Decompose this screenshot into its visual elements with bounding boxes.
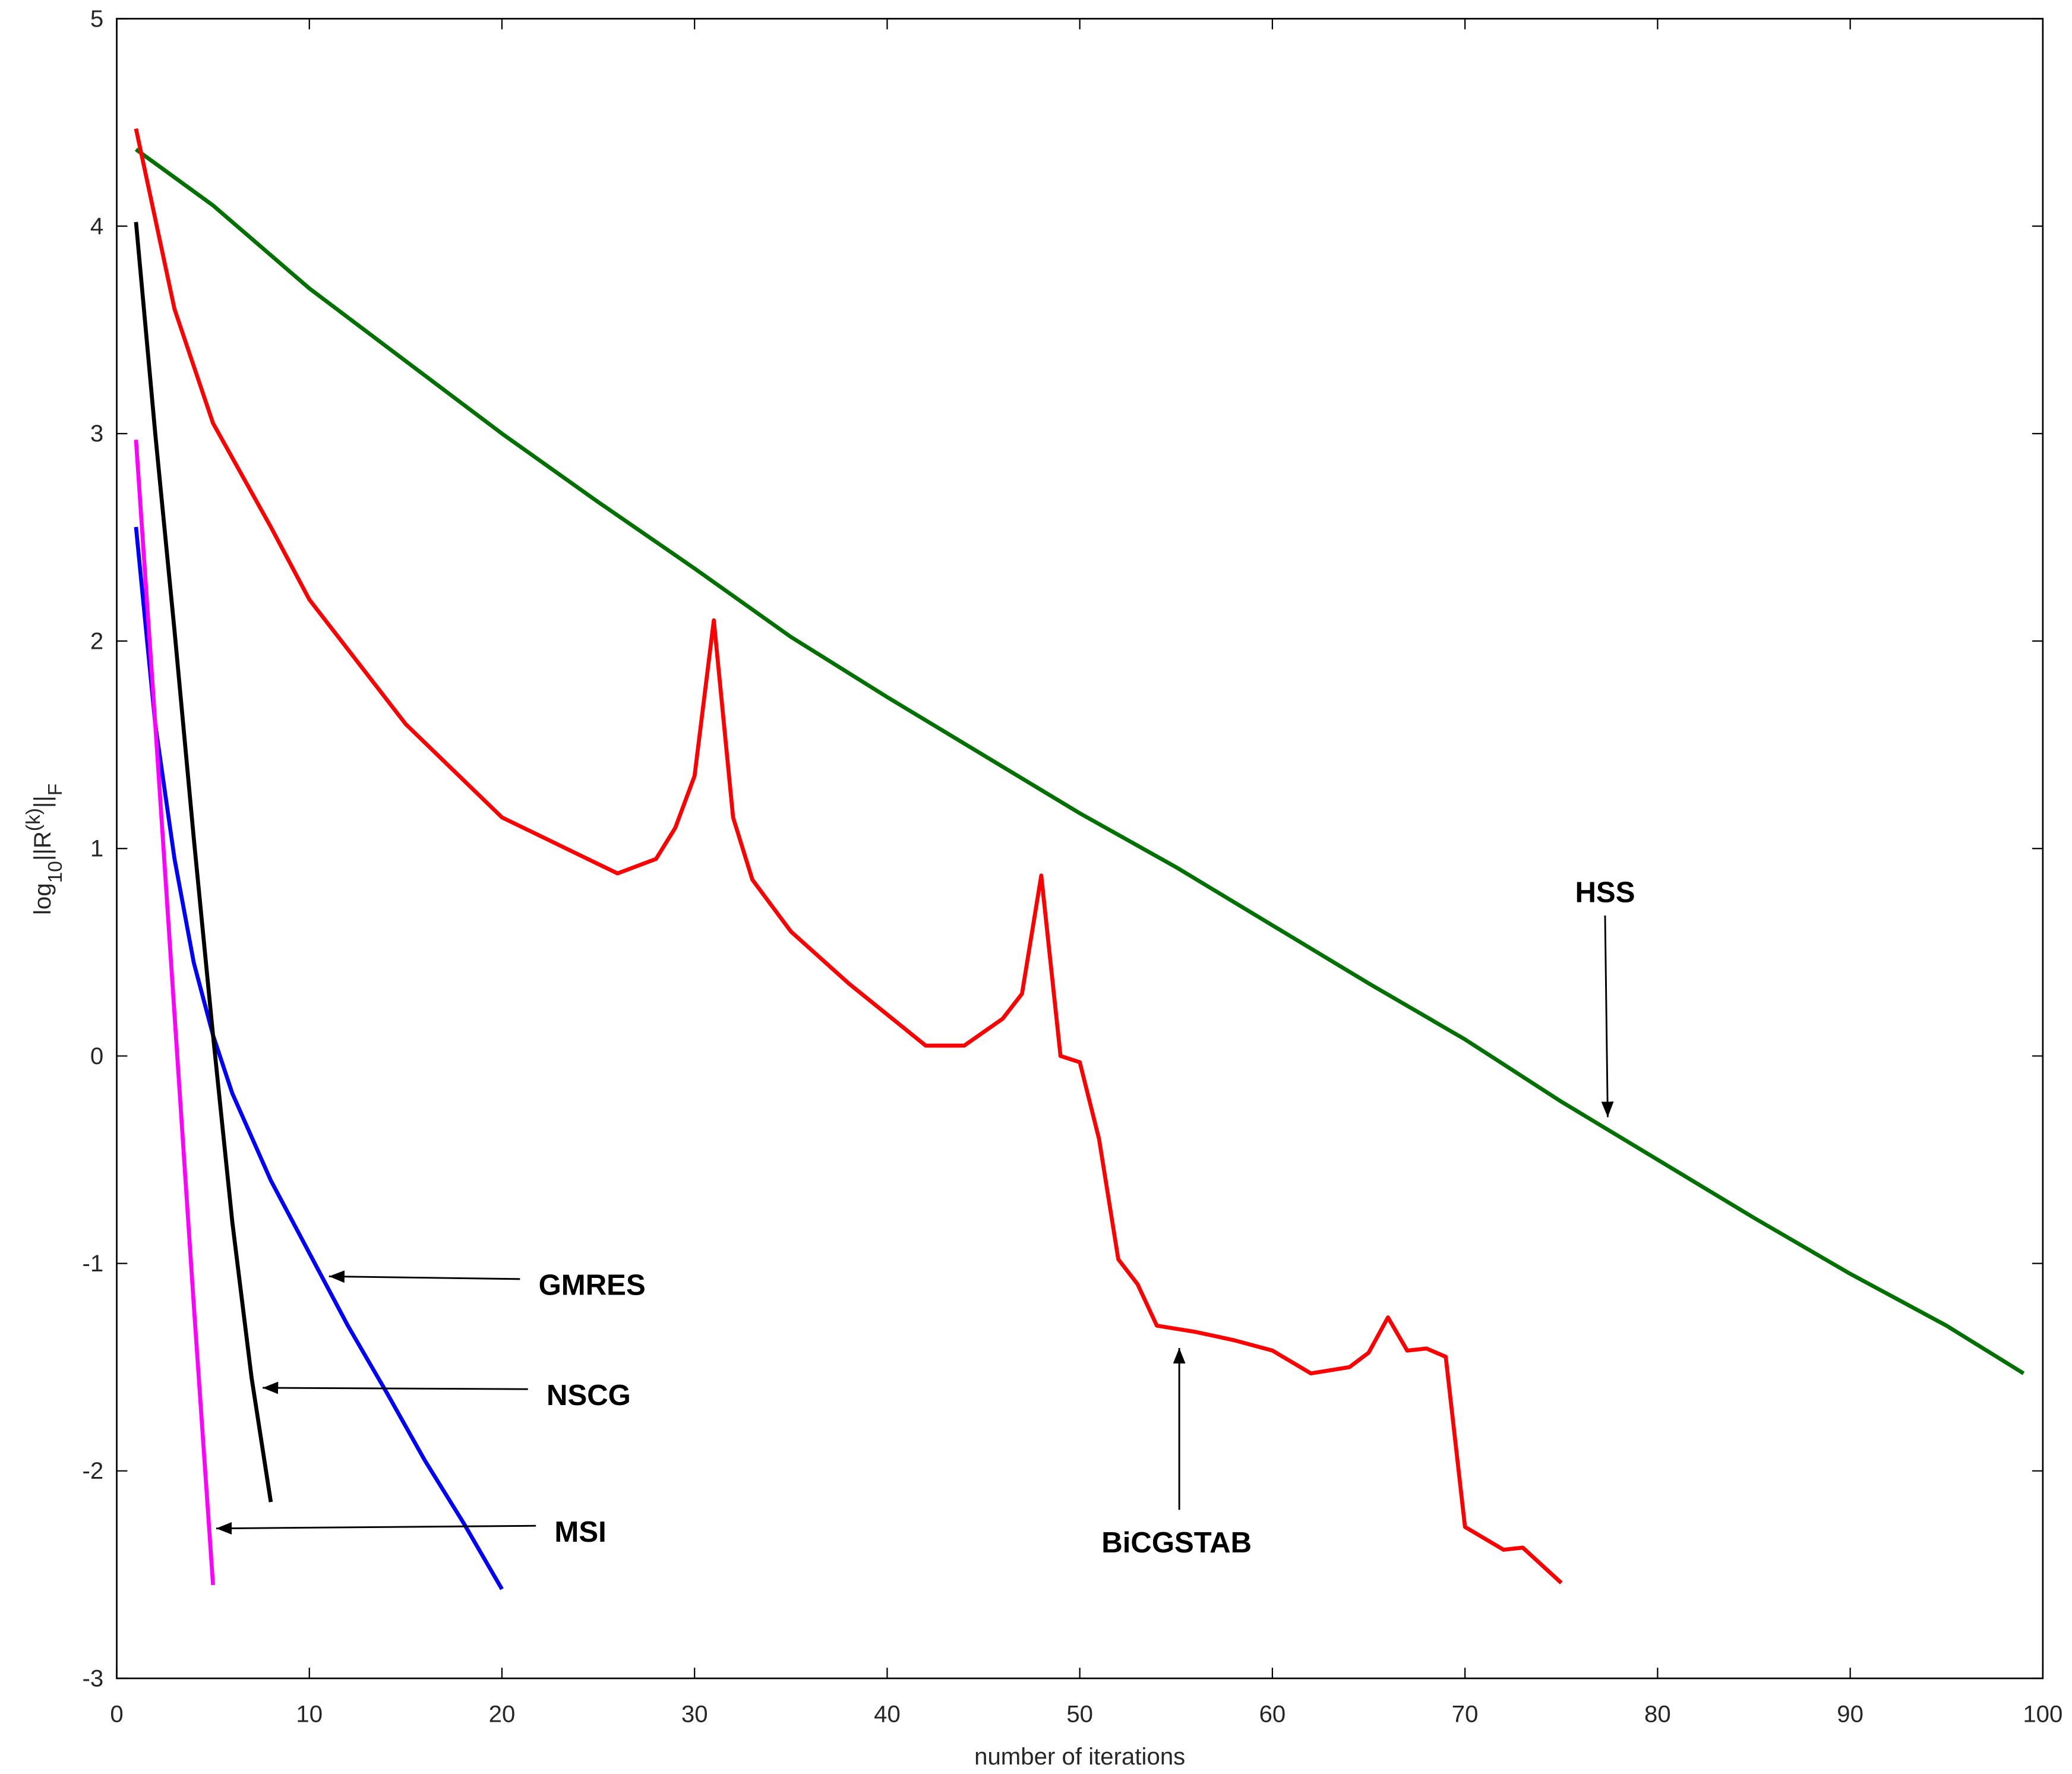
- x-tick-label: 20: [489, 1701, 516, 1728]
- y-label-part: (k): [22, 808, 44, 831]
- series-annotation: BiCGSTAB: [1101, 1527, 1252, 1559]
- y-tick-label: 5: [90, 5, 103, 32]
- series-annotation: NSCG: [547, 1380, 631, 1412]
- series-line: [134, 526, 504, 1590]
- x-tick-label: 40: [874, 1701, 901, 1728]
- x-tick-label: 30: [681, 1701, 708, 1728]
- y-label-part: ||: [29, 796, 56, 808]
- x-axis-label: number of iterations: [974, 1743, 1185, 1770]
- x-tick-label: 50: [1066, 1701, 1093, 1728]
- y-tick-label: 3: [90, 420, 103, 447]
- y-tick-label: -1: [82, 1250, 103, 1277]
- y-tick-label: -3: [82, 1665, 103, 1691]
- plot-frame: [116, 18, 2044, 1680]
- series-annotation: MSI: [554, 1516, 606, 1548]
- x-tick-label: 80: [1644, 1701, 1671, 1728]
- x-tick-label: 100: [2023, 1701, 2062, 1728]
- series-line: [134, 440, 215, 1586]
- x-tick-label: 10: [296, 1701, 323, 1728]
- y-tick-label: -2: [82, 1457, 103, 1484]
- y-tick-label: 0: [90, 1043, 103, 1069]
- series-annotation: GMRES: [539, 1270, 646, 1302]
- y-label-part: ||R: [29, 831, 56, 861]
- annotation-arrow: [1601, 915, 1614, 1118]
- series-line: [134, 222, 273, 1502]
- annotation-arrow: [329, 1270, 520, 1283]
- y-tick-label: 2: [90, 627, 103, 654]
- series-annotation: HSS: [1575, 877, 1635, 909]
- x-tick-label: 60: [1259, 1701, 1286, 1728]
- y-label-part: F: [44, 784, 66, 796]
- y-tick-label: 1: [90, 835, 103, 862]
- y-axis-label: log10||R(k)||F: [22, 784, 66, 915]
- x-tick-label: 90: [1837, 1701, 1863, 1728]
- x-tick-label: 0: [110, 1701, 123, 1728]
- series-line: [134, 147, 2025, 1375]
- y-label-part: 10: [44, 861, 66, 883]
- y-tick-label: 4: [90, 213, 103, 239]
- annotation-arrow: [263, 1381, 528, 1394]
- y-label-part: log: [29, 883, 56, 915]
- annotation-arrow: [216, 1522, 536, 1535]
- x-tick-label: 70: [1452, 1701, 1479, 1728]
- series-line: [134, 128, 1563, 1584]
